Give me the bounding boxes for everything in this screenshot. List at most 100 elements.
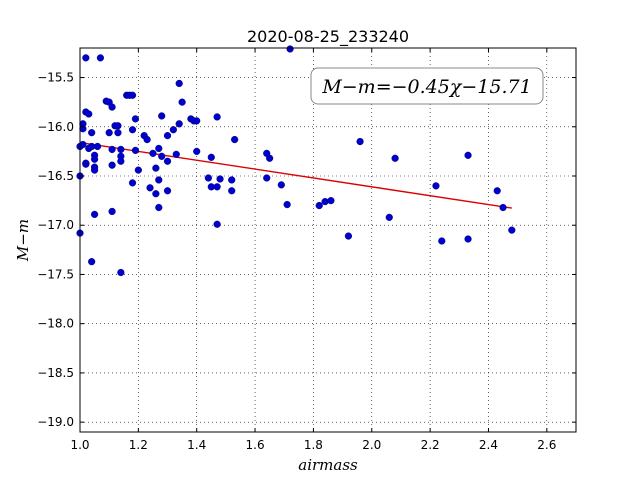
data-point xyxy=(114,122,122,130)
x-tick-label: 1.4 xyxy=(187,438,206,452)
y-tick-label: −18.5 xyxy=(37,366,74,380)
data-point xyxy=(432,182,440,190)
ticks: 1.0 1.2 1.4 1.6 1.8 2.0 2.2 2.4 2.6 −15.5 −16.0 −16… xyxy=(37,48,576,452)
data-point xyxy=(231,135,239,144)
data-point xyxy=(493,187,501,195)
data-point xyxy=(131,146,140,155)
data-point xyxy=(163,132,172,140)
data-point xyxy=(108,207,116,216)
data-point xyxy=(158,112,166,120)
data-point xyxy=(163,187,172,195)
x-tick-label: 1.0 xyxy=(70,438,89,452)
data-point xyxy=(96,54,105,62)
x-tick-label: 2.6 xyxy=(537,438,556,452)
grid xyxy=(79,48,576,432)
data-point xyxy=(152,190,160,198)
data-point xyxy=(155,203,163,212)
x-axis-label: airmass xyxy=(298,456,358,474)
data-point xyxy=(155,144,163,153)
data-point xyxy=(85,110,93,118)
data-point xyxy=(108,161,116,169)
data-point xyxy=(499,203,507,212)
data-point xyxy=(213,113,221,121)
data-point xyxy=(146,184,154,192)
data-point xyxy=(149,149,157,157)
data-point xyxy=(163,157,172,165)
x-tick-label: 2.4 xyxy=(479,438,498,452)
data-points xyxy=(76,45,516,277)
data-point xyxy=(117,157,125,165)
chart-title: 2020-08-25_233240 xyxy=(247,27,409,47)
data-point xyxy=(277,181,285,189)
y-tick-label: −18.0 xyxy=(37,317,74,331)
data-point xyxy=(216,175,224,183)
data-point xyxy=(283,200,291,209)
data-point xyxy=(155,176,163,184)
data-point xyxy=(88,258,96,266)
data-point xyxy=(117,145,125,154)
data-point xyxy=(169,126,177,134)
data-point xyxy=(88,129,96,137)
data-point xyxy=(228,187,236,195)
data-point xyxy=(207,153,215,161)
x-tick-label: 2.0 xyxy=(362,438,381,452)
data-point xyxy=(213,183,221,191)
annotation-text: M−m=−0.45χ−15.71 xyxy=(321,76,531,98)
data-point xyxy=(143,135,151,144)
y-tick-label: −16.5 xyxy=(37,169,74,183)
data-point xyxy=(152,164,160,172)
data-point xyxy=(464,235,472,243)
data-point xyxy=(356,137,364,146)
plot-frame xyxy=(79,47,577,433)
data-point xyxy=(385,213,393,221)
data-point xyxy=(263,174,271,182)
data-point xyxy=(79,140,87,149)
data-point xyxy=(134,166,142,174)
y-tick-label: −17.5 xyxy=(37,267,74,281)
data-point xyxy=(128,91,137,99)
data-point xyxy=(344,232,353,240)
y-tick-label: −19.0 xyxy=(37,415,74,429)
data-point xyxy=(391,154,399,162)
data-point xyxy=(158,152,166,160)
data-point xyxy=(315,201,323,210)
data-point xyxy=(286,45,294,53)
x-tick-label: 2.2 xyxy=(421,438,440,452)
x-tick-label: 1.6 xyxy=(246,438,265,452)
data-point xyxy=(508,226,516,234)
x-tick-label: 1.2 xyxy=(129,438,148,452)
data-point xyxy=(193,117,201,125)
data-point xyxy=(128,179,137,187)
data-point xyxy=(108,103,116,111)
data-point xyxy=(266,154,274,162)
fit-annotation: M−m=−0.45χ−15.71 xyxy=(310,67,544,105)
annotation-box xyxy=(310,67,544,105)
y-tick-label: −16.0 xyxy=(37,120,74,134)
x-tick-label: 1.8 xyxy=(304,438,323,452)
data-point xyxy=(131,115,140,123)
data-point xyxy=(114,129,122,137)
data-point xyxy=(204,174,212,182)
data-point xyxy=(105,129,113,137)
data-point xyxy=(117,268,125,277)
data-point xyxy=(128,126,137,134)
data-point xyxy=(172,150,180,158)
data-point xyxy=(175,79,183,88)
data-point xyxy=(90,166,99,174)
data-point xyxy=(464,151,472,159)
data-point xyxy=(228,176,236,184)
data-point xyxy=(327,197,335,205)
data-point xyxy=(108,145,116,154)
data-point xyxy=(213,220,221,228)
data-point xyxy=(82,160,90,168)
y-tick-label: −15.5 xyxy=(37,71,74,85)
data-point xyxy=(438,237,446,245)
data-point xyxy=(193,147,201,155)
y-axis-label: M−m xyxy=(14,219,32,262)
data-point xyxy=(90,210,99,219)
data-point xyxy=(82,54,90,62)
data-point xyxy=(175,120,183,128)
data-point xyxy=(93,142,102,151)
data-point xyxy=(90,155,99,163)
